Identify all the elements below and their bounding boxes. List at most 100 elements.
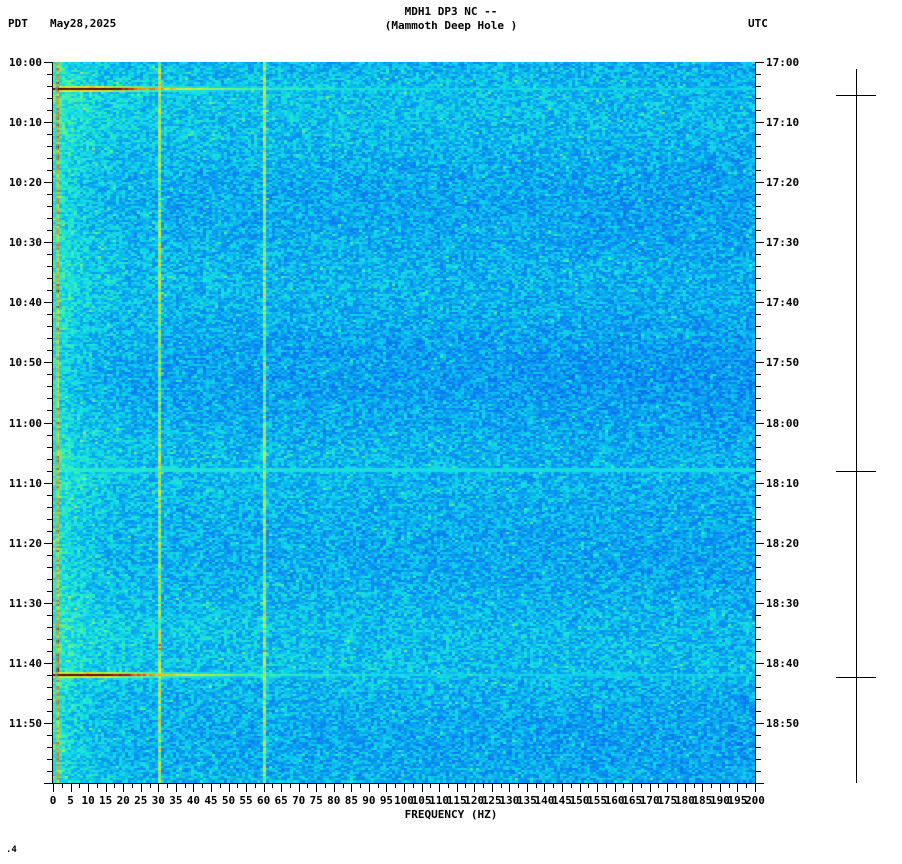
time-tick-major — [44, 423, 53, 424]
frequency-axis-label: FREQUENCY (HZ) — [404, 808, 498, 821]
frequency-tick-minor — [729, 783, 730, 788]
frequency-tick-label: 55 — [239, 794, 253, 807]
time-tick-minor — [755, 435, 761, 436]
time-tick-minor — [755, 639, 761, 640]
frequency-tick-major — [88, 783, 89, 792]
frequency-tick-label: 175 — [657, 794, 678, 807]
frequency-tick-minor — [536, 783, 537, 788]
time-tick-minor — [47, 278, 53, 279]
time-tick-minor — [47, 699, 53, 700]
time-tick-minor — [47, 627, 53, 628]
time-tick-major — [755, 182, 764, 183]
frequency-tick-major — [474, 783, 475, 792]
frequency-tick-major — [737, 783, 738, 792]
frequency-tick-minor — [255, 783, 256, 788]
frequency-tick-label: 85 — [344, 794, 358, 807]
time-tick-minor — [755, 170, 761, 171]
time-tick-minor — [47, 170, 53, 171]
time-tick-minor — [47, 350, 53, 351]
station-title: MDH1 DP3 NC -- — [404, 5, 498, 18]
frequency-tick-minor — [325, 783, 326, 788]
frequency-tick-major — [386, 783, 387, 792]
time-tick-minor — [755, 747, 761, 748]
frequency-tick-minor — [150, 783, 151, 788]
time-tick-minor — [755, 771, 761, 772]
frequency-tick-minor — [571, 783, 572, 788]
time-tick-minor — [755, 675, 761, 676]
time-tick-minor — [755, 326, 761, 327]
frequency-tick-label: 80 — [327, 794, 341, 807]
frequency-tick-major — [404, 783, 405, 792]
time-axis-left: 10:00 10:10 10:20 10:30 10:40 10:50 11:00 11:10… — [9, 57, 53, 784]
time-tick-minor — [47, 230, 53, 231]
time-tick-major — [44, 62, 53, 63]
time-tick-minor — [755, 495, 761, 496]
time-tick-major — [44, 242, 53, 243]
time-tick-label: 11:10 — [8, 477, 42, 490]
time-tick-minor — [755, 338, 761, 339]
time-tick-minor — [755, 398, 761, 399]
time-tick-minor — [755, 350, 761, 351]
frequency-tick-major — [106, 783, 107, 792]
frequency-tick-major — [685, 783, 686, 792]
time-tick-minor — [755, 759, 761, 760]
time-tick-minor — [755, 98, 761, 99]
time-axis-right-line — [755, 62, 756, 783]
time-tick-major — [755, 242, 764, 243]
frequency-tick-label: 125 — [481, 794, 502, 807]
frequency-tick-minor — [360, 783, 361, 788]
frequency-tick-minor — [132, 783, 133, 788]
frequency-tick-label: 155 — [587, 794, 607, 807]
time-tick-label: 18:40 — [766, 657, 800, 670]
frequency-tick-major — [193, 783, 194, 792]
time-tick-minor — [755, 290, 761, 291]
time-tick-minor — [47, 615, 53, 616]
frequency-tick-minor — [465, 783, 466, 788]
time-tick-major — [755, 543, 764, 544]
corner-mark: .4 — [6, 845, 17, 855]
time-tick-label: 18:30 — [766, 597, 800, 610]
frequency-tick-minor — [237, 783, 238, 788]
frequency-tick-major — [492, 783, 493, 792]
time-tick-minor — [755, 266, 761, 267]
time-tick-major — [44, 122, 53, 123]
time-tick-major — [755, 783, 764, 784]
time-tick-major — [44, 543, 53, 544]
frequency-tick-label: 185 — [692, 794, 713, 807]
frequency-tick-major — [299, 783, 300, 792]
time-tick-major — [44, 302, 53, 303]
frequency-axis: 0 5 10 15 20 25 30 35 40 45 50 55 60 65 70 75 80 85 90 95 10… — [50, 783, 765, 807]
frequency-tick-minor — [307, 783, 308, 788]
frequency-tick-major — [264, 783, 265, 792]
time-tick-major — [44, 483, 53, 484]
time-tick-minor — [47, 398, 53, 399]
frequency-tick-minor — [220, 783, 221, 788]
time-tick-minor — [755, 567, 761, 568]
time-tick-major — [755, 723, 764, 724]
frequency-tick-minor — [395, 783, 396, 788]
frequency-tick-label: 30 — [151, 794, 165, 807]
time-tick-major — [44, 362, 53, 363]
frequency-tick-label: 50 — [221, 794, 236, 807]
time-tick-label: 18:00 — [766, 417, 800, 430]
time-tick-label: 10:20 — [8, 176, 42, 189]
time-tick-minor — [47, 687, 53, 688]
frequency-tick-minor — [343, 783, 344, 788]
time-tick-minor — [47, 266, 53, 267]
time-tick-minor — [755, 410, 761, 411]
spectrogram-plot[interactable] — [53, 62, 755, 783]
time-tick-minor — [755, 218, 761, 219]
time-tick-minor — [47, 134, 53, 135]
time-tick-label: 17:00 — [766, 56, 800, 69]
time-tick-major — [755, 362, 764, 363]
frequency-tick-label: 15 — [99, 794, 113, 807]
time-tick-minor — [755, 579, 761, 580]
frequency-tick-major — [123, 783, 124, 792]
event-marker-tick — [836, 677, 876, 678]
time-tick-minor — [47, 495, 53, 496]
time-tick-major — [44, 182, 53, 183]
time-axis-left-line — [52, 62, 53, 783]
frequency-tick-major — [141, 783, 142, 792]
time-tick-minor — [47, 98, 53, 99]
time-tick-minor — [47, 735, 53, 736]
